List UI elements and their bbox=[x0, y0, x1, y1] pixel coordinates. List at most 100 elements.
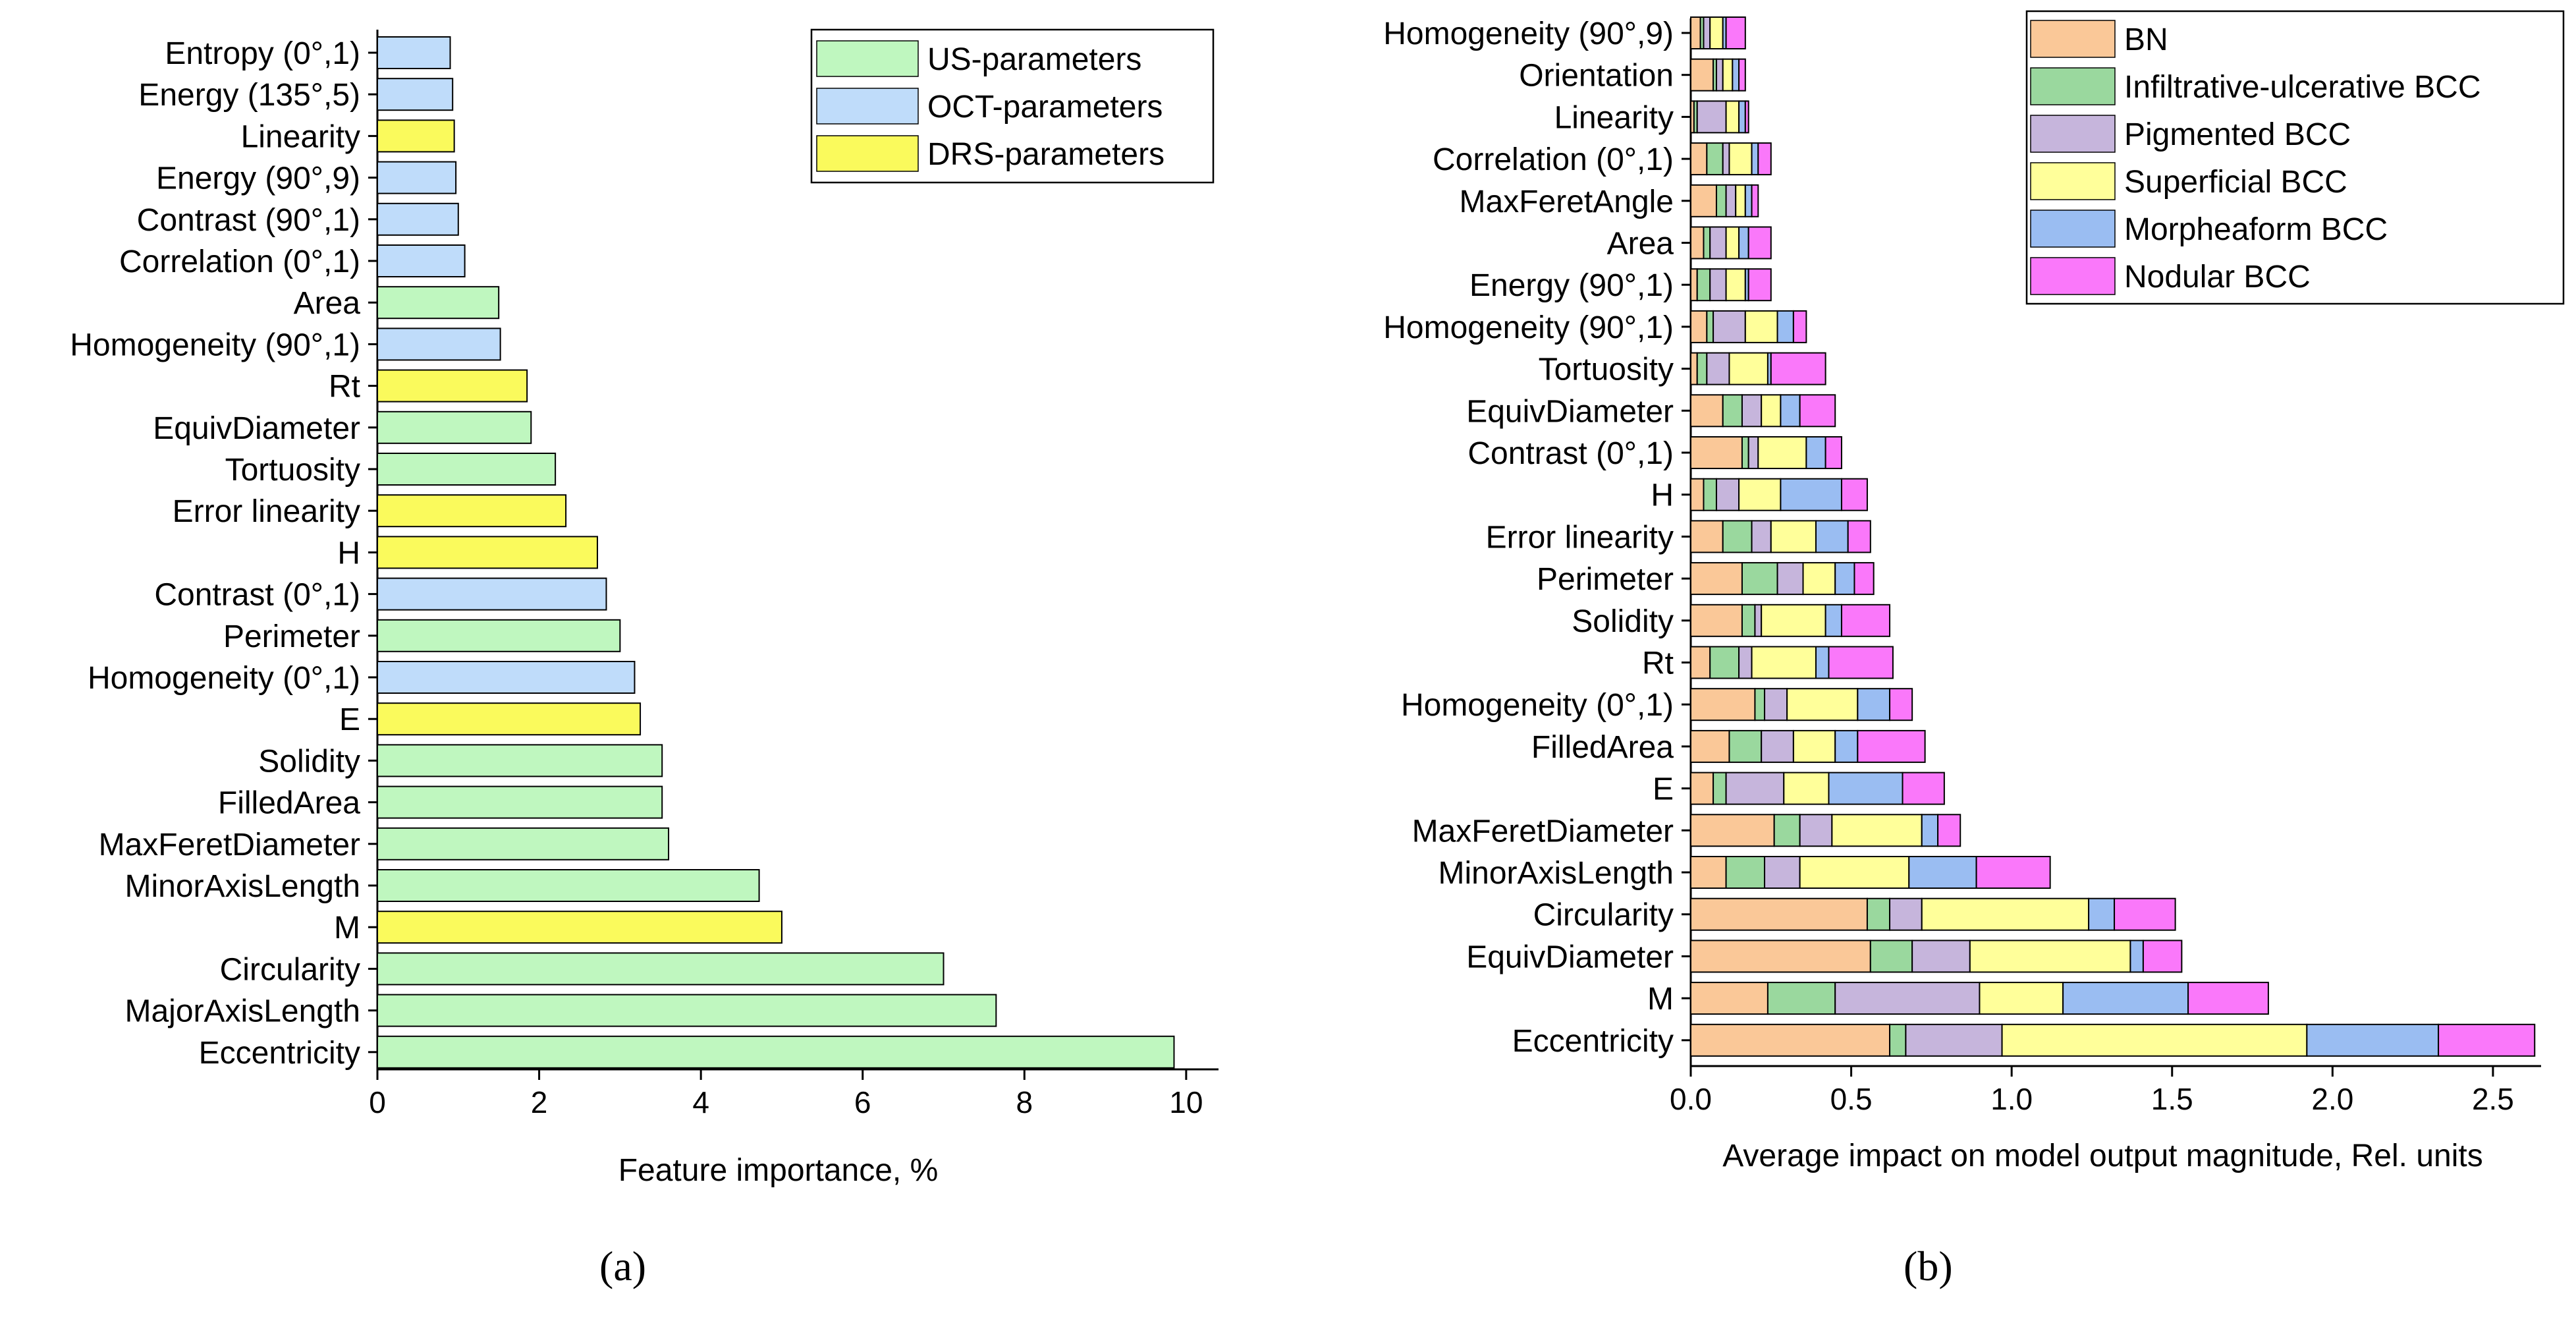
panel-b-category-label: Energy (90°,1) bbox=[1469, 268, 1674, 303]
panel-b-bar-segment bbox=[1799, 856, 1910, 889]
panel-b-category-label: Rt bbox=[1642, 646, 1674, 681]
panel-a-x-tick-label: 2 bbox=[531, 1085, 548, 1119]
panel-b-legend-swatch bbox=[2030, 67, 2116, 105]
panel-b-bar-segment bbox=[1776, 562, 1804, 596]
panel-b-bar-segment bbox=[1738, 58, 1746, 92]
panel-a-category-label: M bbox=[334, 911, 360, 945]
panel-b-x-tick-label: 0.5 bbox=[1830, 1082, 1873, 1116]
panel-a-chart: 0 2 4 6 8 10 Entropy (0°,1) Energy (135°,5) Line… bbox=[70, 28, 1219, 1188]
panel-b-chart: 0.0 0.5 1.0 1.5 2.0 2.5 Homogeneity (90°,9) Ori… bbox=[1383, 10, 2565, 1173]
panel-a-x-tick-label: 6 bbox=[854, 1085, 871, 1119]
panel-b-legend-label: Nodular BCC bbox=[2124, 260, 2311, 295]
panel-b-bar-segment bbox=[1690, 772, 1714, 805]
panel-b-bar-segment bbox=[1696, 268, 1711, 302]
panel-b-bar-segment bbox=[1713, 310, 1746, 343]
panel-b-x-tick-label: 1.0 bbox=[1990, 1082, 2033, 1116]
panel-b-bar-segment bbox=[1741, 562, 1778, 596]
panel-b-bar-segment bbox=[1709, 16, 1724, 49]
panel-a-category-label: MaxFeretDiameter bbox=[99, 828, 360, 862]
panel-b-category-label: Perimeter bbox=[1537, 562, 1674, 597]
panel-a-bar bbox=[377, 410, 532, 444]
panel-b-bar-segment bbox=[1857, 688, 1891, 721]
panel-b-bar-segment bbox=[1937, 814, 1961, 847]
panel-b-bar-segment bbox=[1713, 772, 1727, 805]
panel-b-bar-segment bbox=[1815, 646, 1830, 679]
panel-b-bar-segment bbox=[1834, 982, 1981, 1015]
panel-b-bar-segment bbox=[1751, 646, 1817, 679]
panel-b-bar-segment bbox=[2062, 982, 2189, 1015]
panel-b-category-label: Circularity bbox=[1533, 898, 1674, 933]
panel-b-bar-segment bbox=[2088, 897, 2116, 931]
panel-b-bar-segment bbox=[1744, 310, 1778, 343]
panel-b-bar-segment bbox=[1828, 772, 1904, 805]
panel-a-bar bbox=[377, 827, 670, 860]
panel-b-bar-segment bbox=[1770, 352, 1826, 385]
panel-b-category-label: FilledArea bbox=[1531, 730, 1674, 765]
panel-b-bar-segment bbox=[1754, 604, 1763, 637]
panel-a-category-label: H bbox=[337, 536, 360, 571]
panel-a-category-label: MinorAxisLength bbox=[124, 869, 360, 904]
panel-b-bar-segment bbox=[2129, 940, 2144, 973]
panel-b-x-tick-label: 0.0 bbox=[1670, 1082, 1712, 1116]
panel-b-bar-segment bbox=[1725, 16, 1746, 49]
panel-b-bar-segment bbox=[1747, 436, 1759, 469]
panel-b-bar-segment bbox=[1709, 226, 1727, 260]
panel-a-x-tick-label: 0 bbox=[369, 1085, 386, 1119]
panel-b-category-label: Homogeneity (90°,1) bbox=[1383, 310, 1674, 345]
panel-b-bar-segment bbox=[1805, 436, 1826, 469]
panel-b-bar-segment bbox=[2306, 1023, 2440, 1057]
panel-b-bar-segment bbox=[1738, 100, 1746, 134]
panel-b-bar-segment bbox=[1725, 226, 1740, 260]
panel-a-category-label: Rt bbox=[329, 370, 360, 405]
panel-b-category-label: M bbox=[1647, 982, 1674, 1017]
panel-a-category-label: Error linearity bbox=[173, 494, 360, 529]
panel-b-legend-swatch bbox=[2030, 210, 2116, 248]
panel-b-bar-segment bbox=[1722, 520, 1753, 553]
panel-b-bar-segment bbox=[1690, 604, 1743, 637]
panel-a-bar bbox=[377, 619, 621, 652]
panel-b-bar-segment bbox=[1747, 226, 1772, 260]
panel-b-category-label: EquivDiameter bbox=[1466, 940, 1674, 974]
panel-b-bar-segment bbox=[1690, 688, 1756, 721]
panel-b-bar-segment bbox=[2001, 1023, 2308, 1057]
panel-b-bar-segment bbox=[1921, 897, 2090, 931]
panel-b-bar-segment bbox=[1728, 142, 1753, 176]
panel-b-category-label: Orientation bbox=[1519, 59, 1674, 94]
panel-b-bar-segment bbox=[1715, 184, 1727, 217]
panel-b-legend-swatch bbox=[2030, 20, 2116, 58]
panel-a-bar bbox=[377, 952, 945, 986]
panel-b-bar-segment bbox=[1866, 897, 1891, 931]
panel-b-bar-segment bbox=[1722, 394, 1743, 428]
panel-b-bar-segment bbox=[1776, 310, 1794, 343]
panel-b-bar-segment bbox=[1690, 58, 1714, 92]
panel-b-bar-segment bbox=[1757, 436, 1807, 469]
panel-b-bar-segment bbox=[1902, 772, 1945, 805]
panel-b-bar-segment bbox=[1911, 940, 1971, 973]
panel-a-category-label: Contrast (0°,1) bbox=[154, 578, 360, 613]
panel-b-bar-segment bbox=[1802, 562, 1836, 596]
panel-b-bar-segment bbox=[1725, 184, 1737, 217]
panel-a-bar bbox=[377, 202, 459, 236]
panel-b-bar-segment bbox=[1732, 58, 1740, 92]
panel-b-bar-segment bbox=[1786, 688, 1859, 721]
panel-b-bar-segment bbox=[1831, 814, 1923, 847]
panel-b-bar-segment bbox=[1780, 394, 1801, 428]
panel-b-bar-segment bbox=[1715, 58, 1724, 92]
panel-b-bar-segment bbox=[1921, 814, 1939, 847]
panel-b-bar-segment bbox=[2114, 897, 2176, 931]
panel-b-bar-segment bbox=[1703, 16, 1711, 49]
panel-a-category-label: E bbox=[339, 702, 360, 737]
panel-b-legend-swatch bbox=[2030, 162, 2116, 200]
panel-b-bar-segment bbox=[1690, 352, 1698, 385]
panel-b-bar-segment bbox=[1792, 729, 1836, 763]
panel-b-bar-segment bbox=[1751, 184, 1759, 217]
panel-b-bar-segment bbox=[1792, 310, 1807, 343]
panel-b-bar-segment bbox=[1722, 142, 1730, 176]
panel-b-bar-segment bbox=[1690, 646, 1711, 679]
panel-a-bar bbox=[377, 661, 636, 694]
panel-b-bar-segment bbox=[1761, 604, 1826, 637]
panel-b-x-tick-label: 2.0 bbox=[2311, 1082, 2353, 1116]
panel-b-bar-segment bbox=[1738, 226, 1749, 260]
panel-b-bar-segment bbox=[1767, 982, 1836, 1015]
panel-b-bar-segment bbox=[1853, 562, 1875, 596]
